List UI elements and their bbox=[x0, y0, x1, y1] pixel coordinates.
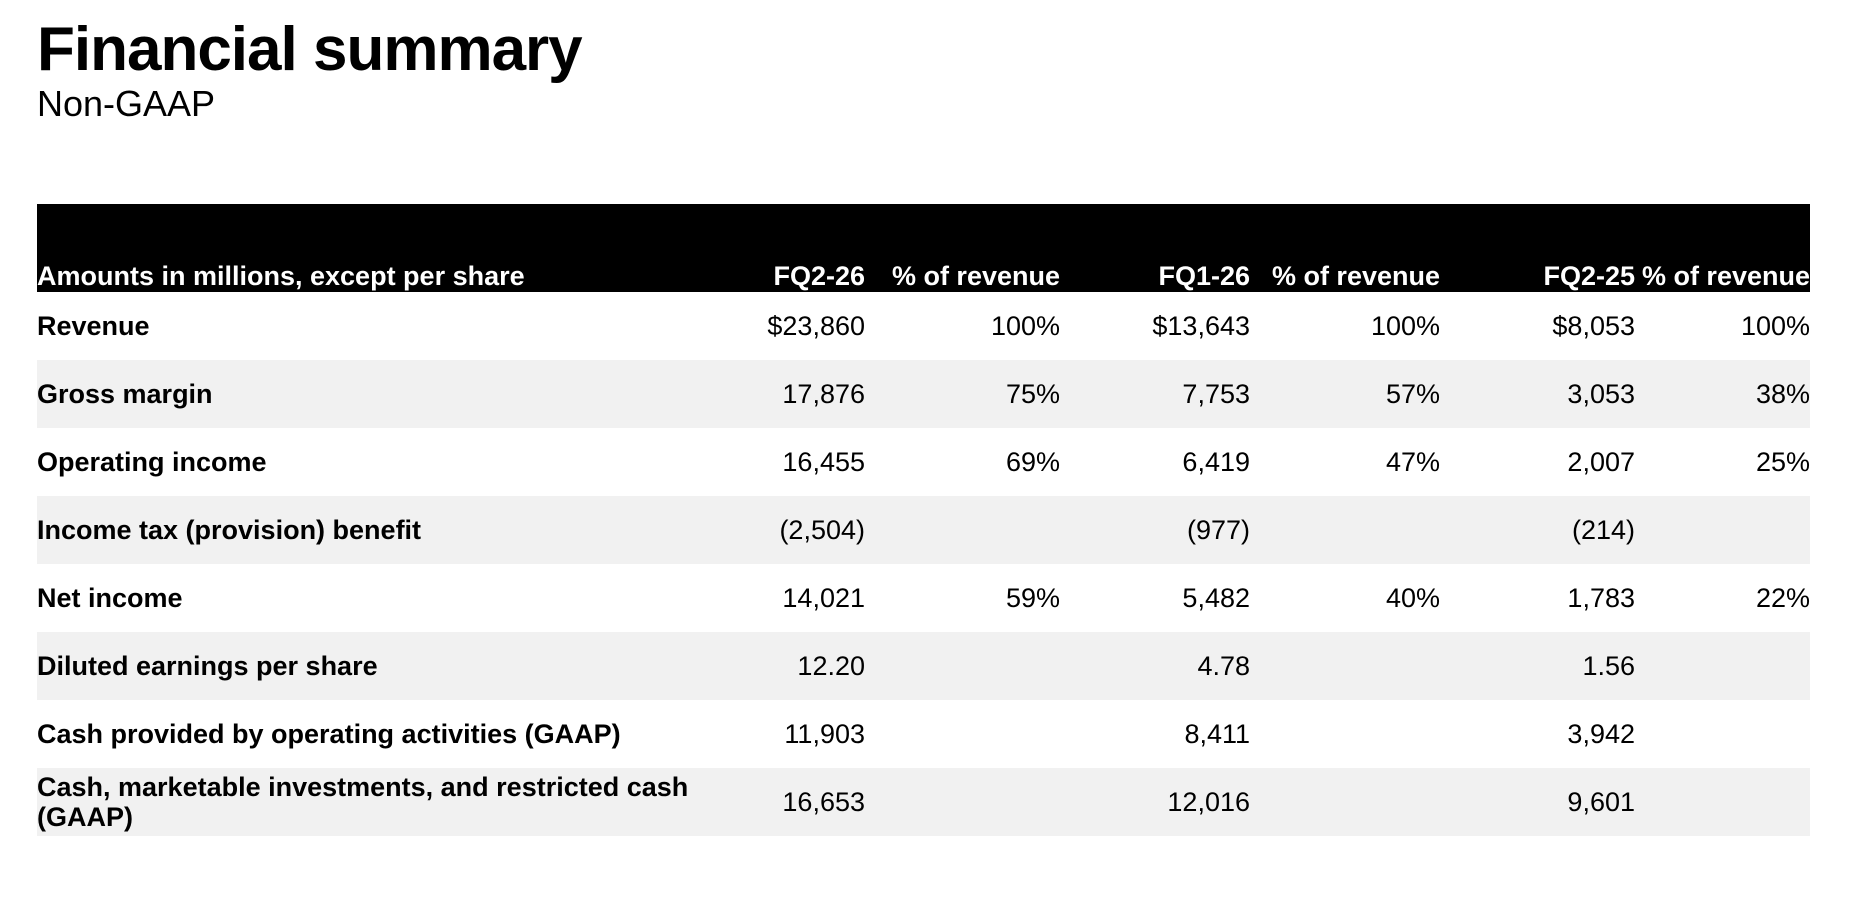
row-label: Operating income bbox=[37, 446, 267, 477]
cell-value: 59% bbox=[1005, 582, 1060, 613]
cell-value: 11,903 bbox=[784, 718, 865, 749]
cell-value bbox=[1250, 632, 1440, 700]
cell-value: 100% bbox=[1740, 310, 1810, 341]
cell-value: 17,876 bbox=[782, 378, 865, 409]
cell-value: 1.56 bbox=[1582, 650, 1635, 681]
row-label: Income tax (provision) benefit bbox=[37, 514, 422, 545]
cell-value: 16,455 bbox=[782, 446, 865, 477]
table-row: Cash provided by operating activities (G… bbox=[37, 700, 1810, 769]
row-label: Net income bbox=[37, 582, 183, 613]
column-header: % of revenue bbox=[865, 204, 1060, 293]
cell-value: 3,942 bbox=[1567, 718, 1635, 749]
cell-value bbox=[865, 632, 1060, 700]
column-header: % of revenue bbox=[1250, 204, 1440, 293]
cell-value: $23,860 bbox=[767, 310, 865, 341]
cell-value: 9,601 bbox=[1567, 786, 1635, 817]
column-header: FQ2-26 bbox=[700, 204, 865, 293]
title-block: Financial summary Non-GAAP bbox=[0, 0, 1851, 124]
cell-value: $8,053 bbox=[1552, 310, 1635, 341]
table-caption-header: Amounts in millions, except per share bbox=[37, 204, 700, 293]
cell-value bbox=[865, 700, 1060, 768]
column-header: FQ1-26 bbox=[1060, 204, 1250, 293]
row-label: Cash, marketable investments, and restri… bbox=[37, 771, 689, 833]
cell-value: 57% bbox=[1385, 378, 1440, 409]
cell-value: 3,053 bbox=[1567, 378, 1635, 409]
table-row: Gross margin 17,876 75% 7,753 57% 3,053 38% bbox=[37, 360, 1810, 429]
cell-value bbox=[1250, 768, 1440, 836]
cell-value bbox=[1250, 700, 1440, 768]
cell-value: (214) bbox=[1571, 514, 1635, 545]
table-row: Diluted earnings per share 12.20 4.78 1.56 bbox=[37, 632, 1810, 701]
financial-summary-table: Amounts in millions, except per share FQ2… bbox=[37, 204, 1810, 837]
cell-value: 5,482 bbox=[1182, 582, 1250, 613]
table-row: Cash, marketable investments, and restri… bbox=[37, 768, 1810, 837]
page-subtitle: Non-GAAP bbox=[37, 83, 216, 125]
cell-value: 25% bbox=[1755, 446, 1810, 477]
cell-value: 12,016 bbox=[1167, 786, 1250, 817]
cell-value bbox=[865, 768, 1060, 836]
cell-value: 100% bbox=[1370, 310, 1440, 341]
cell-value: 4.78 bbox=[1197, 650, 1250, 681]
table-body: Revenue $23,860 100% $13,643 100% $8,053 100% G… bbox=[37, 292, 1810, 837]
cell-value: 7,753 bbox=[1182, 378, 1250, 409]
row-label: Revenue bbox=[37, 310, 150, 341]
cell-value: (977) bbox=[1186, 514, 1250, 545]
row-label: Cash provided by operating activities (G… bbox=[37, 718, 621, 749]
cell-value bbox=[865, 496, 1060, 564]
cell-value: 14,021 bbox=[782, 582, 865, 613]
row-label: Diluted earnings per share bbox=[37, 650, 378, 681]
cell-value: 1,783 bbox=[1567, 582, 1635, 613]
cell-value: 40% bbox=[1385, 582, 1440, 613]
cell-value: 47% bbox=[1385, 446, 1440, 477]
cell-value bbox=[1635, 632, 1810, 700]
cell-value: 16,653 bbox=[782, 786, 865, 817]
cell-value: $13,643 bbox=[1152, 310, 1250, 341]
cell-value: 2,007 bbox=[1567, 446, 1635, 477]
cell-value: 22% bbox=[1755, 582, 1810, 613]
table-row: Revenue $23,860 100% $13,643 100% $8,053 100% bbox=[37, 292, 1810, 361]
table-row: Operating income 16,455 69% 6,419 47% 2,007 25… bbox=[37, 428, 1810, 497]
cell-value bbox=[1635, 768, 1810, 836]
table-header: Amounts in millions, except per share FQ2… bbox=[37, 204, 1810, 293]
cell-value bbox=[1250, 496, 1440, 564]
cell-value: 38% bbox=[1755, 378, 1810, 409]
page-title: Financial summary bbox=[37, 15, 583, 84]
cell-value: 100% bbox=[990, 310, 1060, 341]
column-header: FQ2-25 bbox=[1440, 204, 1635, 293]
cell-value bbox=[1635, 496, 1810, 564]
row-label: Gross margin bbox=[37, 378, 213, 409]
table-row: Net income 14,021 59% 5,482 40% 1,783 22% bbox=[37, 564, 1810, 633]
header-row: Amounts in millions, except per share FQ2… bbox=[37, 204, 1810, 293]
cell-value: 75% bbox=[1005, 378, 1060, 409]
cell-value bbox=[1635, 700, 1810, 768]
cell-value: 12.20 bbox=[797, 650, 865, 681]
cell-value: 69% bbox=[1005, 446, 1060, 477]
table-row: Income tax (provision) benefit (2,504) (97… bbox=[37, 496, 1810, 565]
cell-value: (2,504) bbox=[779, 514, 865, 545]
column-header: % of revenue bbox=[1635, 204, 1810, 293]
cell-value: 6,419 bbox=[1182, 446, 1250, 477]
cell-value: 8,411 bbox=[1184, 718, 1250, 749]
